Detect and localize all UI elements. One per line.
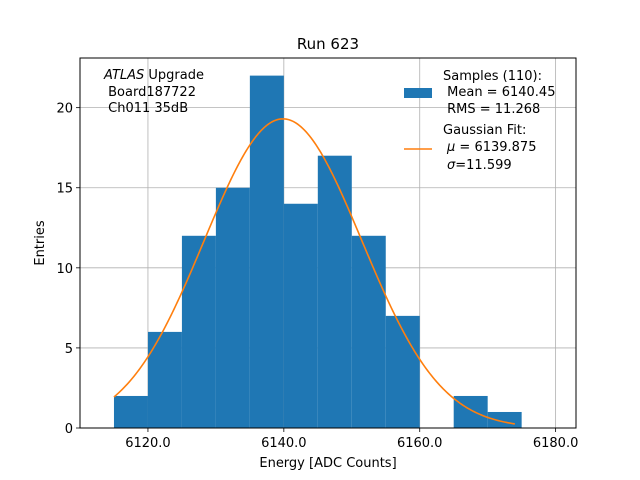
axis-ticks: 6120.0 6140.0 6160.0 6180.0 0 5 10 15 20 xyxy=(56,102,578,451)
y-tick-label: 10 xyxy=(56,262,73,277)
histogram-bar xyxy=(385,315,420,428)
y-tick-label: 0 xyxy=(65,422,73,437)
gaussian-fit-line xyxy=(113,118,515,425)
histogram-bar xyxy=(453,395,488,428)
annotation-rest: Upgrade xyxy=(144,68,204,83)
legend-fit-sigma-value: =11.599 xyxy=(455,158,511,173)
legend-fit-mu-value: = 6139.875 xyxy=(455,140,536,155)
histogram-bar xyxy=(351,235,386,428)
legend-samples-mean: Mean = 6140.45 xyxy=(443,85,555,100)
gaussian-fit xyxy=(113,118,515,425)
legend-fit-title: Gaussian Fit: xyxy=(443,123,526,138)
legend: Samples (110): Mean = 6140.45 RMS = 11.2… xyxy=(404,69,555,173)
y-tick-label: 15 xyxy=(56,182,73,197)
y-axis-title: Entries xyxy=(33,220,48,266)
histogram-bar xyxy=(249,75,284,428)
histogram-bars xyxy=(113,75,522,428)
legend-samples-title: Samples (110): xyxy=(443,69,542,84)
atlas-annotation: ATLAS Upgrade Board187722 Ch011 35dB xyxy=(103,68,204,116)
histogram-bar xyxy=(147,331,182,428)
histogram-bar xyxy=(113,395,148,428)
annotation-channel: Ch011 35dB xyxy=(104,101,188,116)
histogram-bar xyxy=(487,411,522,428)
histogram-bar xyxy=(181,235,216,428)
annotation-board: Board187722 xyxy=(104,85,196,100)
y-tick-label: 5 xyxy=(65,342,73,357)
x-axis-title: Energy [ADC Counts] xyxy=(259,456,396,471)
histogram-bar xyxy=(317,155,352,428)
svg-text:μ = 6139.875: μ = 6139.875 xyxy=(446,140,536,155)
plot-frame xyxy=(79,57,577,429)
x-tick-label: 6180.0 xyxy=(533,436,579,451)
histogram-bar xyxy=(215,187,250,428)
y-tick-label: 20 xyxy=(56,102,73,117)
svg-text:σ=11.599: σ=11.599 xyxy=(447,158,512,173)
x-tick-label: 6160.0 xyxy=(397,436,443,451)
histogram-bar xyxy=(283,203,318,428)
legend-samples-rms: RMS = 11.268 xyxy=(443,102,540,117)
chart-title: Run 623 xyxy=(297,35,359,53)
legend-fit-mu-symbol: μ xyxy=(446,140,455,155)
svg-text:ATLAS Upgrade: ATLAS Upgrade xyxy=(103,68,204,83)
legend-fit-sigma-symbol: σ xyxy=(447,158,456,173)
x-tick-label: 6120.0 xyxy=(125,436,171,451)
x-tick-label: 6140.0 xyxy=(261,436,307,451)
annotation-italic: ATLAS xyxy=(103,68,144,83)
legend-samples-swatch xyxy=(404,88,432,98)
